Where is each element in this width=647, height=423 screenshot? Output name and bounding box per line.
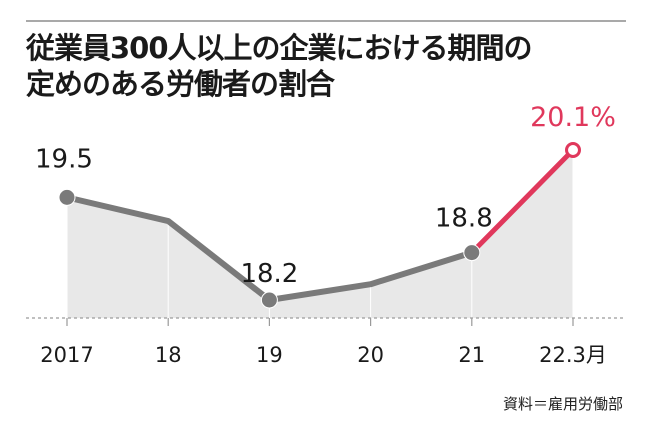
point-marker-2 — [260, 291, 278, 309]
chart-title-line-1: 従業員300人以上の企業における期間の — [26, 31, 533, 65]
point-marker-4 — [463, 244, 481, 262]
x-tick-label-4: 21 — [458, 343, 485, 367]
chart-title: 従業員300人以上の企業における期間の 定めのある労働者の割合 — [26, 30, 626, 102]
data-label-0: 19.5 — [35, 144, 93, 174]
point-marker-0 — [58, 188, 76, 206]
data-label-2: 18.2 — [240, 259, 298, 289]
series-line-highlight — [469, 147, 576, 256]
source-note: 資料＝雇用労働部 — [502, 395, 623, 413]
top-rule — [26, 20, 626, 22]
x-tick-label-3: 20 — [357, 343, 384, 367]
point-marker-5 — [565, 142, 581, 158]
data-label-4: 18.8 — [435, 204, 493, 234]
chart-title-line-2: 定めのある労働者の割合 — [26, 67, 335, 101]
area-fill — [67, 150, 573, 318]
x-tick-label-1: 18 — [155, 343, 182, 367]
data-label-5: 20.1% — [530, 102, 616, 133]
x-tick-label-2: 19 — [256, 343, 283, 367]
x-tick-label-5: 22.3月 — [539, 343, 607, 367]
x-tick-label-0: 2017 — [40, 343, 93, 367]
